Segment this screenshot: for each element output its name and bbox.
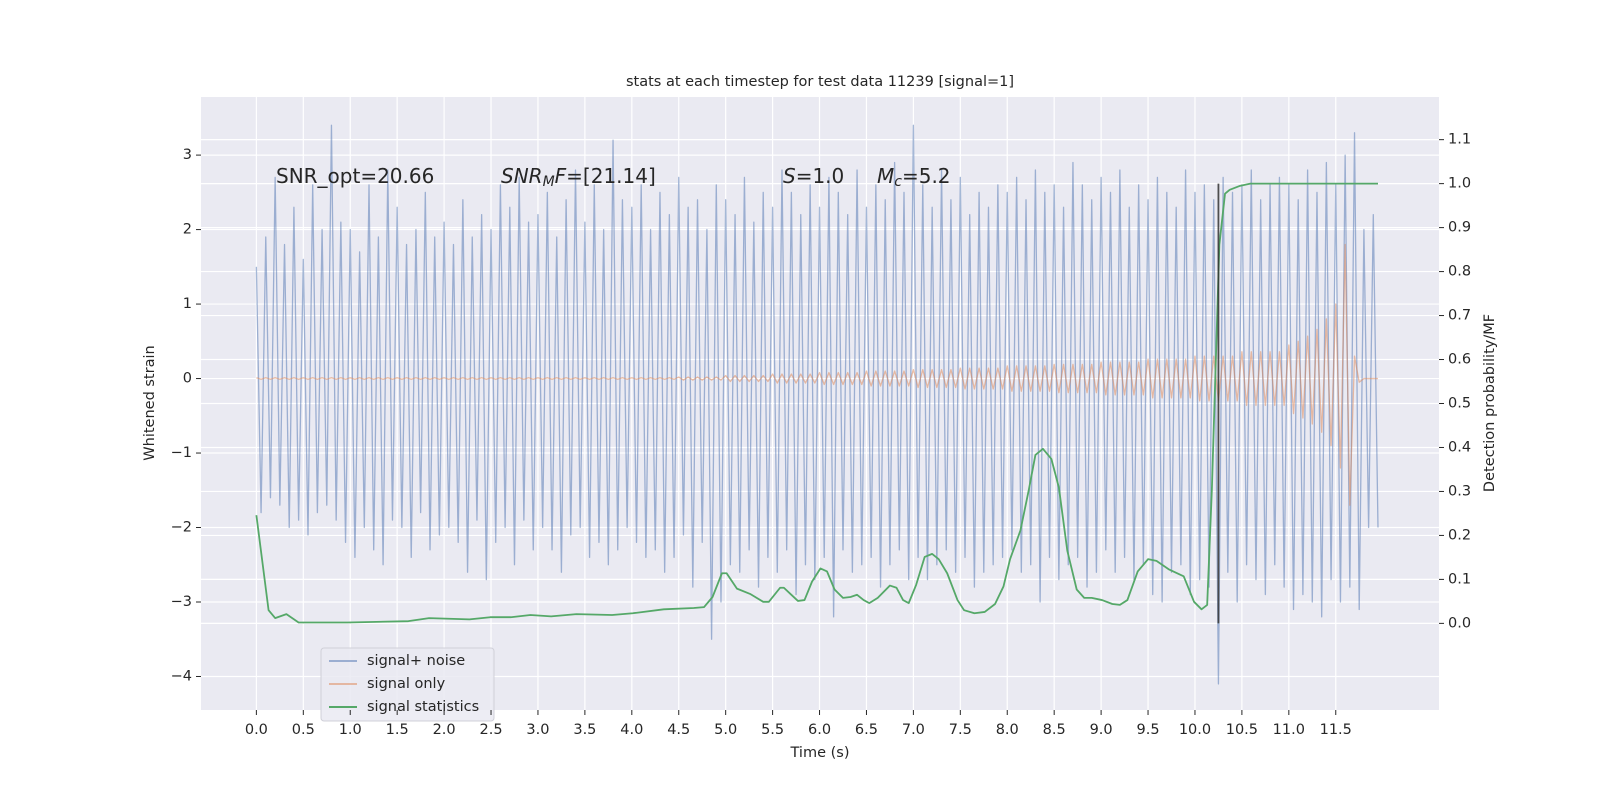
chart-title: stats at each timestep for test data 112…	[626, 74, 1014, 90]
y2-tick-label: 0.0	[1448, 615, 1471, 631]
annotation-part: =5.2	[902, 164, 951, 188]
legend: signal+ noise signal only signal statistic…	[320, 647, 495, 722]
x-tick-label: 1.0	[339, 722, 362, 738]
y2-tick-label: 0.6	[1448, 352, 1471, 368]
x-tick-label: 3.5	[573, 722, 596, 738]
y-tick-label: −4	[171, 668, 192, 684]
annotation-part: M	[543, 174, 555, 190]
x-tick-label: 5.5	[761, 722, 784, 738]
x-tick-label: 2.0	[433, 722, 456, 738]
y2-tick-label: 0.4	[1448, 439, 1471, 455]
y-tick-label: 0	[183, 371, 192, 387]
x-tick-label: 11.5	[1320, 722, 1352, 738]
annotation-part: SNR	[501, 164, 543, 188]
y-tick-label: −3	[171, 594, 192, 610]
x-tick-label: 6.5	[855, 722, 878, 738]
x-tick-label: 0.0	[245, 722, 268, 738]
y2-tick-label: 0.8	[1448, 264, 1471, 280]
x-tick-label: 4.5	[667, 722, 690, 738]
x-tick-label: 11.0	[1273, 722, 1305, 738]
y2-tick-label: 0.3	[1448, 483, 1471, 499]
x-tick-label: 0.5	[292, 722, 315, 738]
annotation: Mc=5.2	[877, 164, 951, 191]
x-tick-label: 10.0	[1179, 722, 1211, 738]
series-line	[255, 182, 1378, 624]
series-line	[256, 243, 1378, 506]
annotation: S=1.0	[783, 164, 844, 188]
y-axis-label: Whitened strain	[142, 345, 158, 460]
x-tick-label: 7.5	[949, 722, 972, 738]
y2-tick-label: 0.2	[1448, 527, 1471, 543]
annotation-part: SNR_opt=20.66	[276, 164, 434, 188]
annotation-part: =[21.14]	[566, 164, 656, 188]
x-tick-label: 8.5	[1043, 722, 1066, 738]
data-layer	[255, 124, 1379, 685]
x-axis-label: Time (s)	[790, 745, 850, 761]
x-tick-label: 9.5	[1137, 722, 1160, 738]
legend-label: signal only	[367, 676, 446, 692]
annotation-part: F	[555, 164, 567, 188]
y2-tick-label: 0.7	[1448, 308, 1471, 324]
x-tick-label: 2.5	[479, 722, 502, 738]
legend-box	[320, 647, 495, 722]
x-tick-label: 6.0	[808, 722, 831, 738]
y-tick-label: 2	[183, 222, 192, 238]
series-line	[255, 124, 1379, 685]
y2-tick-label: 0.1	[1448, 571, 1471, 587]
x-tick-label: 9.0	[1090, 722, 1113, 738]
x-tick-label: 3.0	[526, 722, 549, 738]
x-tick-label: 7.0	[902, 722, 925, 738]
annotation-part: c	[894, 174, 902, 190]
overlay: SNR_opt=20.66 SNRMF=[21.14] S=1.0 Mc=5.2sig…	[276, 164, 1220, 722]
y-tick-label: 1	[183, 296, 192, 312]
annotation-part: =1.0	[796, 164, 845, 188]
y2-tick-label: 0.5	[1448, 396, 1471, 412]
y-tick-label: 3	[183, 147, 192, 163]
y2-tick-label: 1.0	[1448, 176, 1471, 192]
annotation: SNRMF=[21.14]	[501, 164, 656, 191]
x-tick-label: 8.0	[996, 722, 1019, 738]
y-tick-label: −1	[171, 445, 192, 461]
annotation-part: S	[783, 164, 796, 188]
legend-label: signal statistics	[367, 699, 479, 715]
legend-label: signal+ noise	[367, 653, 465, 669]
y2-axis-label: Detection probability/MF	[1482, 314, 1498, 492]
y-tick-label: −2	[171, 520, 192, 536]
x-tick-label: 1.5	[386, 722, 409, 738]
y2-tick-label: 0.9	[1448, 220, 1471, 236]
x-tick-label: 5.0	[714, 722, 737, 738]
annotation-part: M	[877, 164, 894, 188]
y2-tick-label: 1.1	[1448, 132, 1471, 148]
x-tick-label: 4.0	[620, 722, 643, 738]
annotation: SNR_opt=20.66	[276, 164, 434, 188]
x-tick-label: 10.5	[1226, 722, 1258, 738]
